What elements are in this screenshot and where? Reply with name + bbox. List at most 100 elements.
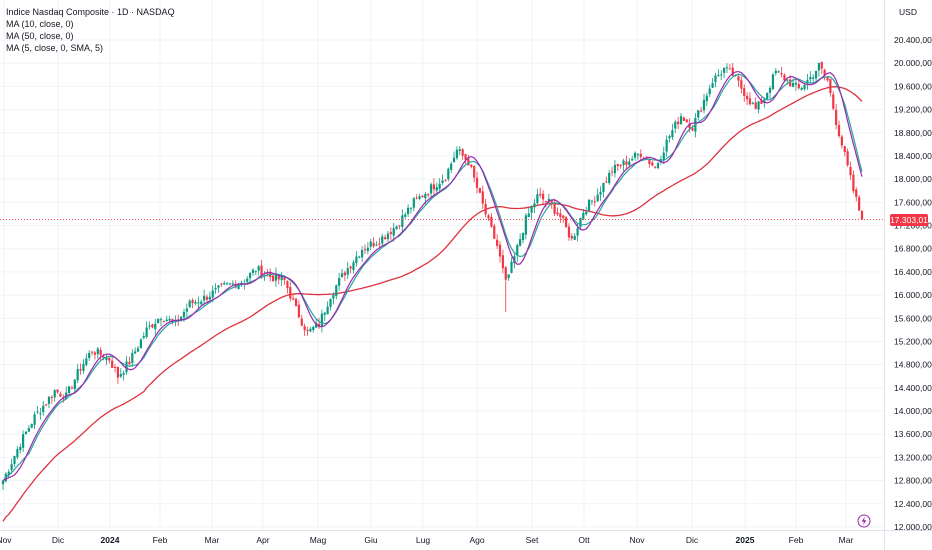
candle (481, 185, 484, 209)
y-tick-label: 20.400,00 (894, 35, 932, 45)
candle (820, 61, 823, 74)
candle (737, 74, 740, 87)
candle (162, 320, 165, 323)
candle (136, 345, 140, 353)
candle (438, 178, 441, 194)
candle (165, 315, 168, 322)
candle (76, 363, 79, 384)
candle (220, 282, 223, 288)
price-axis[interactable]: 12.000,00 12.400,00 12.800,00 13.200,00 13.6… (894, 35, 932, 532)
x-tick-label: Mar (205, 535, 220, 545)
candle (418, 193, 421, 201)
candle (42, 400, 45, 416)
candle (714, 72, 717, 88)
candle (628, 158, 631, 168)
ma5-line (2, 70, 863, 482)
candle (312, 325, 315, 333)
y-tick-label: 14.400,00 (894, 383, 932, 393)
candle (725, 63, 729, 74)
candle (294, 297, 298, 307)
candle (717, 69, 720, 77)
candle (613, 159, 617, 178)
candle (553, 198, 556, 216)
candle (24, 431, 28, 435)
candle (386, 231, 390, 243)
candle (39, 407, 42, 420)
candle (444, 178, 447, 182)
candle (473, 165, 476, 183)
candle (53, 389, 56, 402)
legend-ma10[interactable]: MA (10, close, 0) (6, 19, 74, 29)
candle (539, 187, 542, 199)
candle (300, 314, 303, 327)
candle (817, 62, 821, 77)
candle (297, 300, 301, 318)
candle (254, 270, 257, 276)
x-tick-label: Feb (789, 535, 804, 545)
candle (372, 237, 375, 249)
candle (36, 406, 39, 414)
legend-ma5[interactable]: MA (5, close, 0, SMA, 5) (6, 43, 104, 53)
y-tick-label: 16.000,00 (894, 290, 932, 300)
x-tick-label: Dic (686, 535, 699, 545)
candle (82, 359, 85, 374)
candle (556, 207, 559, 217)
candle (639, 149, 642, 161)
candle (323, 311, 326, 321)
candle (846, 148, 849, 167)
y-tick-label: 15.200,00 (894, 336, 932, 346)
candle (826, 76, 829, 82)
chart-title: Indice Nasdaq Composite · 1D · NASDAQ (6, 7, 175, 17)
candle (498, 241, 502, 263)
candle (590, 200, 594, 206)
candle (441, 174, 444, 186)
x-tick-label: Ott (578, 535, 590, 545)
candle (527, 207, 530, 218)
candle (22, 430, 25, 453)
ma50-series (2, 86, 863, 522)
candle (622, 158, 625, 171)
candle (13, 455, 16, 467)
candle (116, 366, 120, 384)
candle (662, 146, 665, 164)
candle (536, 188, 539, 205)
candle (44, 404, 48, 407)
candle (303, 323, 306, 336)
candle (274, 267, 278, 287)
candle (447, 167, 450, 182)
candle (228, 282, 232, 286)
candle (849, 161, 852, 180)
candle (493, 223, 496, 239)
candle (656, 162, 660, 170)
candle (711, 78, 714, 88)
candle (383, 234, 387, 241)
candle (533, 198, 536, 213)
candle (225, 281, 229, 286)
candle (616, 163, 619, 171)
candle (381, 233, 384, 248)
candle (317, 317, 321, 329)
candle (702, 93, 706, 114)
candle (251, 268, 255, 277)
candle (142, 332, 145, 340)
ma50-line (2, 86, 863, 522)
legend-ma50[interactable]: MA (50, close, 0) (6, 31, 74, 41)
candle (96, 347, 99, 359)
candle (338, 273, 341, 291)
candle (409, 207, 413, 214)
candle (289, 281, 292, 302)
time-axis[interactable]: Nov Dic 2024 Feb Mar Apr Mag Giu Lug Ago Set Ott Nov… (0, 535, 853, 545)
candle (19, 443, 22, 454)
candle (197, 296, 200, 309)
currency-button[interactable]: USD (899, 7, 917, 17)
candle (478, 187, 482, 194)
candle (203, 289, 206, 306)
candle (398, 225, 401, 230)
candle (599, 186, 602, 201)
lightning-icon[interactable] (857, 514, 871, 528)
candle (800, 86, 803, 91)
y-tick-label: 20.000,00 (894, 58, 932, 68)
candle (257, 265, 260, 276)
candle (223, 280, 226, 286)
